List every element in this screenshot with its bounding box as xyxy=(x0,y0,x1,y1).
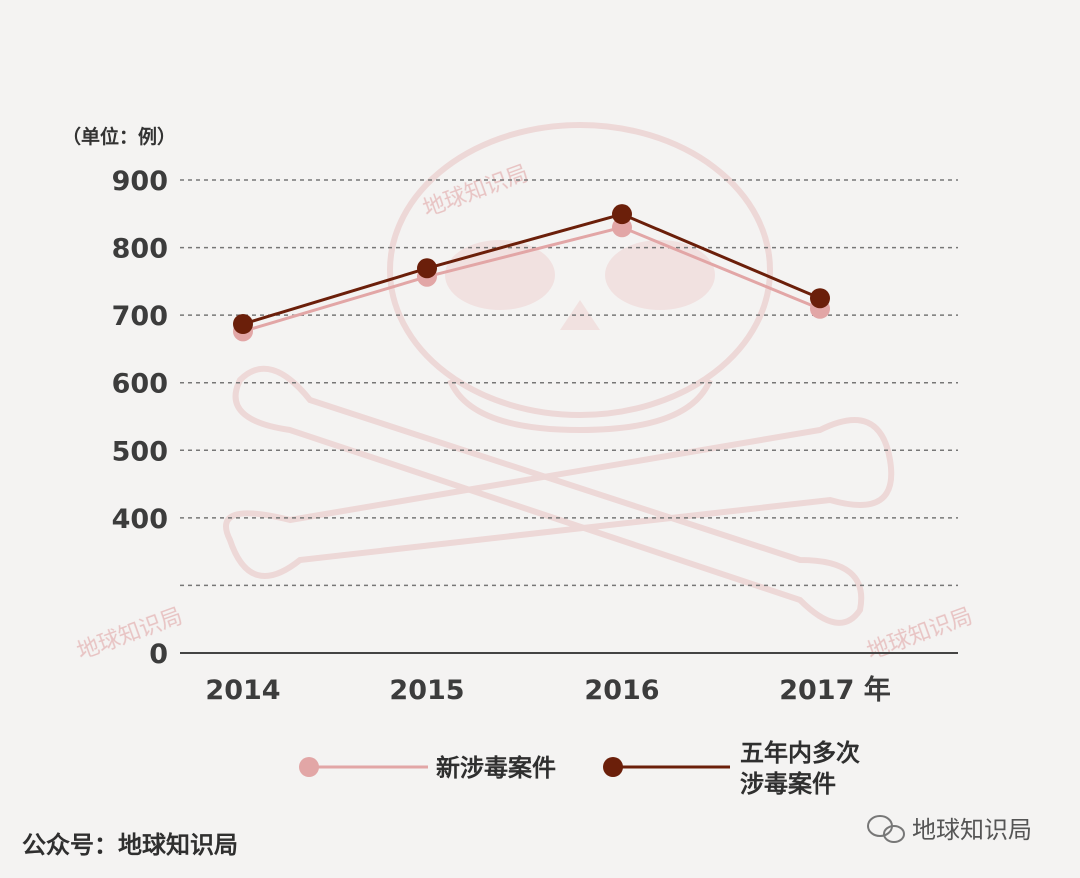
wechat-icon xyxy=(867,815,905,843)
y-tick-label: 900 xyxy=(112,166,168,197)
x-axis: 2014 2015 2016 2017 年 xyxy=(180,652,958,706)
data-point xyxy=(810,288,830,309)
y-tick-label: 600 xyxy=(112,369,168,400)
data-point xyxy=(233,314,253,335)
legend-label-series-1-line-2: 涉毒案件 xyxy=(740,770,836,798)
watermark-stamp: 地球知识局 xyxy=(864,604,976,665)
y-tick-label: 700 xyxy=(112,301,168,332)
gridlines xyxy=(180,179,958,587)
data-point xyxy=(612,204,632,225)
watermark-stamps: 地球知识局 地球知识局 地球知识局 xyxy=(74,161,976,665)
x-tick-label: 2017 年 xyxy=(779,674,891,706)
series-line-1 xyxy=(242,212,821,326)
footer-brand: 地球知识局 xyxy=(912,816,1032,844)
x-tick-label: 2015 xyxy=(389,675,464,706)
legend-marker-series-1 xyxy=(603,757,623,777)
y-tick-label: 400 xyxy=(112,504,168,535)
legend: 新涉毒案件 五年内多次 涉毒案件 xyxy=(299,739,860,798)
watermark-stamp: 地球知识局 xyxy=(74,604,186,665)
series-layer xyxy=(233,204,830,342)
y-tick-label: 500 xyxy=(112,436,168,467)
watermark-stamp: 地球知识局 xyxy=(420,161,532,222)
legend-label-series-0: 新涉毒案件 xyxy=(436,754,556,782)
y-tick-label: 0 xyxy=(149,639,168,670)
skull-crossbones-icon xyxy=(223,122,895,626)
unit-label: （单位：例） xyxy=(62,125,176,148)
y-tick-label: 800 xyxy=(112,234,168,265)
data-point xyxy=(417,258,437,279)
legend-marker-series-0 xyxy=(299,757,319,777)
x-tick-label: 2016 xyxy=(584,675,659,706)
x-tick-label: 2014 xyxy=(205,675,280,706)
y-axis-ticks: 900 800 700 600 500 400 0 xyxy=(112,166,168,670)
footer-account-name: 公众号：地球知识局 xyxy=(22,831,238,859)
legend-label-series-1-line-1: 五年内多次 xyxy=(740,739,860,767)
series-line-0 xyxy=(242,225,821,333)
